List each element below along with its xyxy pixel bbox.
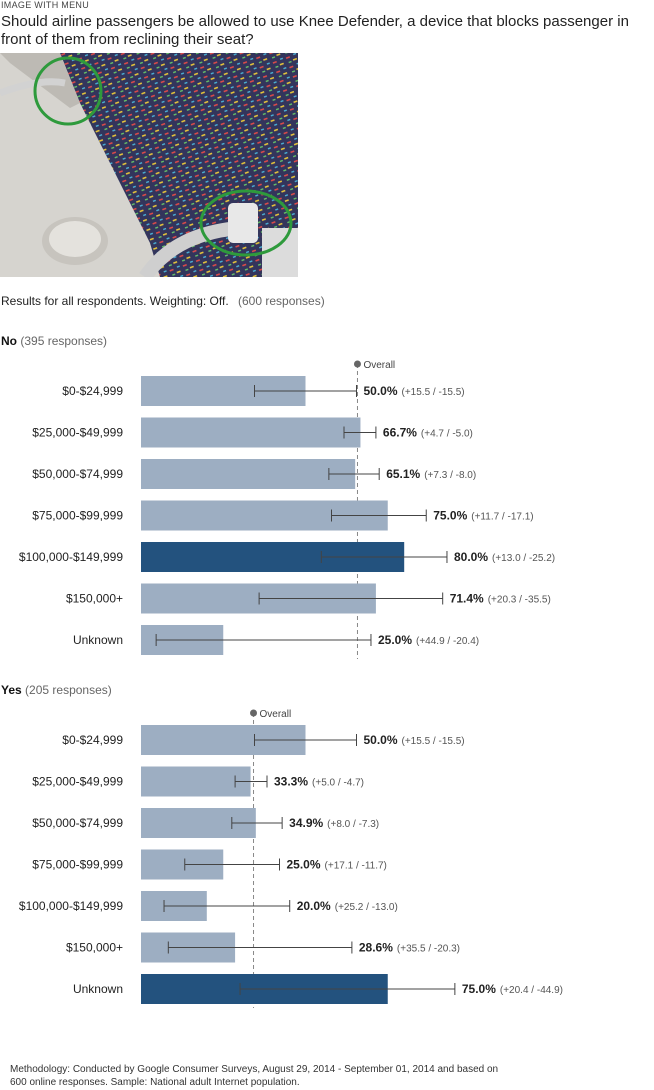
no-bar-chart: Overall $0-$24,999 50.0% (+15.5 / -15.5) $25… [19, 360, 555, 659]
no-value-percent: 66.7% [383, 426, 417, 440]
no-error-range-label: (+15.5 / -15.5) [402, 387, 465, 398]
yes-value-percent: 20.0% [297, 899, 331, 913]
yes-category-label: $25,000-$49,999 [32, 775, 123, 789]
yes-category-label: $150,000+ [66, 941, 123, 955]
yes-value-label: 75.0% (+20.4 / -44.9) [462, 982, 563, 996]
no-value-label: 71.4% (+20.3 / -35.5) [450, 592, 551, 606]
no-category-label: $150,000+ [66, 592, 123, 606]
yes-bar-chart: Overall $0-$24,999 50.0% (+15.5 / -15.5) $25… [19, 709, 563, 1008]
no-section-heading: No (395 responses) [1, 334, 107, 348]
no-bar [141, 459, 356, 489]
yes-responses-count: (205 responses) [25, 683, 112, 697]
yes-value-percent: 75.0% [462, 982, 496, 996]
airline-seat-photo [0, 53, 298, 277]
no-value-label: 65.1% (+7.3 / -8.0) [386, 467, 476, 481]
yes-value-label: 25.0% (+17.1 / -11.7) [287, 858, 387, 872]
yes-error-range-label: (+25.2 / -13.0) [335, 902, 398, 913]
yes-error-range-label: (+35.5 / -20.3) [397, 944, 460, 955]
no-error-range-label: (+7.3 / -8.0) [424, 470, 476, 481]
yes-error-range-label: (+15.5 / -15.5) [402, 736, 465, 747]
yes-overall-label: Overall [260, 709, 292, 720]
image-with-menu-label: IMAGE WITH MENU [1, 0, 89, 10]
no-value-percent: 50.0% [363, 384, 397, 398]
yes-error-range-label: (+8.0 / -7.3) [327, 819, 379, 830]
yes-category-label: $100,000-$149,999 [19, 899, 123, 913]
yes-category-label: $75,000-$99,999 [32, 858, 123, 872]
no-value-label: 66.7% (+4.7 / -5.0) [383, 426, 473, 440]
total-responses: (600 responses) [238, 294, 325, 308]
no-category-label: $75,000-$99,999 [32, 509, 123, 523]
yes-value-percent: 25.0% [287, 858, 321, 872]
methodology-note: Methodology: Conducted by Google Consume… [10, 1064, 499, 1088]
results-summary-text: Results for all respondents. Weighting: … [1, 294, 229, 308]
no-value-percent: 71.4% [450, 592, 484, 606]
no-overall-marker [353, 360, 361, 368]
no-value-percent: 80.0% [454, 550, 488, 564]
yes-category-label: $50,000-$74,999 [32, 816, 123, 830]
survey-question: Should airline passengers be allowed to … [1, 13, 629, 48]
results-summary: Results for all respondents. Weighting: … [1, 294, 325, 308]
yes-value-label: 34.9% (+8.0 / -7.3) [289, 816, 379, 830]
no-value-label: 25.0% (+44.9 / -20.4) [378, 633, 479, 647]
yes-value-label: 50.0% (+15.5 / -15.5) [363, 733, 464, 747]
no-error-range-label: (+13.0 / -25.2) [492, 553, 555, 564]
yes-error-range-label: (+5.0 / -4.7) [312, 778, 364, 789]
yes-value-percent: 28.6% [359, 941, 393, 955]
yes-section-heading: Yes (205 responses) [1, 683, 112, 697]
yes-bar [141, 766, 251, 797]
no-category-label: Unknown [73, 633, 123, 647]
no-error-range-label: (+11.7 / -17.1) [471, 512, 533, 523]
no-bar [141, 417, 361, 448]
yes-overall-marker [250, 709, 258, 717]
no-error-range-label: (+44.9 / -20.4) [416, 636, 479, 647]
no-category-label: $0-$24,999 [62, 384, 123, 398]
no-value-label: 80.0% (+13.0 / -25.2) [454, 550, 555, 564]
question-image[interactable] [0, 53, 298, 277]
no-category-label: $25,000-$49,999 [32, 426, 123, 440]
no-category-label: $50,000-$74,999 [32, 467, 123, 481]
yes-category-label: $0-$24,999 [62, 733, 123, 747]
no-value-percent: 25.0% [378, 633, 412, 647]
yes-value-percent: 33.3% [274, 775, 308, 789]
no-category-label: $100,000-$149,999 [19, 550, 123, 564]
yes-value-label: 20.0% (+25.2 / -13.0) [297, 899, 398, 913]
no-responses-count: (395 responses) [20, 334, 108, 348]
yes-value-percent: 34.9% [289, 816, 323, 830]
yes-error-range-label: (+17.1 / -11.7) [325, 861, 387, 872]
no-value-percent: 65.1% [386, 467, 420, 481]
yes-category-label: Unknown [73, 982, 123, 996]
no-overall-label: Overall [363, 360, 395, 371]
yes-error-range-label: (+20.4 / -44.9) [500, 985, 563, 996]
no-error-range-label: (+4.7 / -5.0) [421, 429, 473, 440]
no-answer-label: No [1, 334, 17, 348]
no-value-percent: 75.0% [433, 509, 467, 523]
yes-value-percent: 50.0% [363, 733, 397, 747]
yes-value-label: 28.6% (+35.5 / -20.3) [359, 941, 460, 955]
yes-answer-label: Yes [1, 683, 22, 697]
no-value-label: 75.0% (+11.7 / -17.1) [433, 509, 533, 523]
no-error-range-label: (+20.3 / -35.5) [488, 595, 551, 606]
no-value-label: 50.0% (+15.5 / -15.5) [363, 384, 464, 398]
yes-value-label: 33.3% (+5.0 / -4.7) [274, 775, 364, 789]
